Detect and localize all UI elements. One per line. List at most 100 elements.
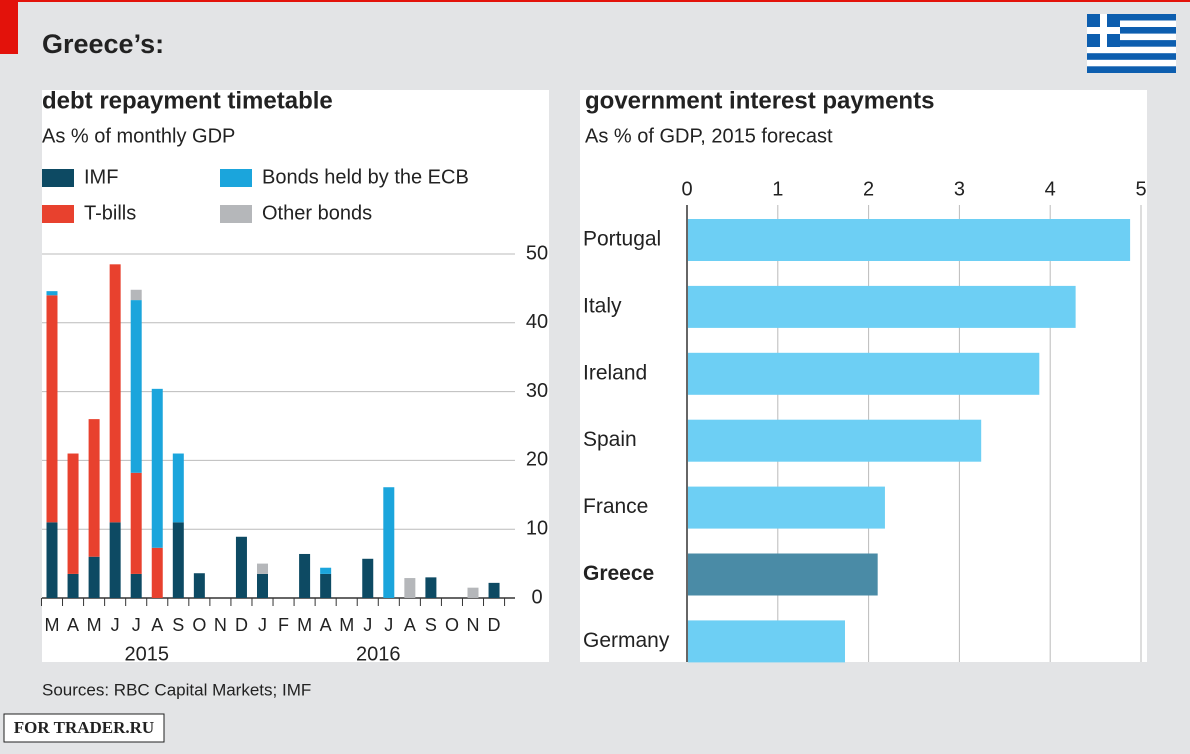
x-tick-label: M — [45, 615, 60, 635]
x-tick-label: 4 — [1045, 178, 1056, 200]
bar — [688, 620, 845, 663]
bar-segment — [151, 388, 163, 548]
bar — [688, 553, 878, 596]
chart-subtitle: As % of GDP, 2015 forecast — [585, 125, 833, 147]
y-tick-label: France — [583, 495, 648, 518]
chart-title: government interest payments — [585, 87, 934, 114]
bar-segment — [130, 289, 142, 301]
bar-segment — [46, 291, 58, 296]
x-tick-label: O — [192, 615, 206, 635]
x-tick-label: S — [425, 615, 437, 635]
bar-segment — [425, 577, 437, 598]
x-tick-label: M — [87, 615, 102, 635]
x-tick-label: A — [404, 615, 416, 635]
x-tick-label: A — [151, 615, 163, 635]
top-rule — [0, 0, 1190, 2]
bar-segment — [151, 547, 163, 598]
legend-swatch — [42, 205, 74, 223]
legend-label: Bonds held by the ECB — [262, 166, 469, 188]
year-label: 2016 — [356, 643, 401, 665]
y-tick-label: 50 — [526, 242, 548, 264]
x-tick-label: 1 — [772, 178, 783, 200]
x-tick-label: J — [258, 615, 267, 635]
bar — [688, 486, 885, 529]
x-tick-label: 3 — [954, 178, 965, 200]
y-tick-label: Portugal — [583, 228, 661, 251]
watermark: FOR TRADER.RU — [14, 718, 154, 737]
bar-segment — [383, 487, 395, 598]
chart-subtitle: As % of monthly GDP — [42, 125, 235, 147]
y-tick-label: Ireland — [583, 361, 647, 384]
y-tick-label: Spain — [583, 428, 637, 451]
x-tick-label: J — [111, 615, 120, 635]
x-tick-label: A — [320, 615, 332, 635]
bar — [688, 285, 1076, 328]
bar-segment — [67, 573, 79, 598]
legend-label: IMF — [84, 166, 118, 188]
x-tick-label: 5 — [1135, 178, 1146, 200]
bar-segment — [46, 295, 58, 523]
bar-segment — [172, 522, 184, 598]
x-tick-label: M — [297, 615, 312, 635]
bar-segment — [488, 582, 500, 598]
bar-segment — [299, 553, 311, 598]
bar-segment — [67, 453, 79, 574]
red-tab — [0, 0, 18, 54]
y-tick-label: Italy — [583, 294, 622, 317]
x-tick-label: D — [235, 615, 248, 635]
bar — [688, 419, 982, 462]
bar-segment — [235, 536, 247, 598]
bar-segment — [257, 563, 268, 574]
bar-segment — [172, 453, 184, 523]
x-tick-label: A — [67, 615, 79, 635]
bar — [688, 352, 1040, 395]
year-label: 2015 — [124, 643, 169, 665]
x-tick-label: N — [467, 615, 480, 635]
x-tick-label: J — [384, 615, 393, 635]
greek-flag — [1087, 14, 1176, 73]
bar-segment — [193, 573, 205, 598]
bar-segment — [467, 587, 479, 598]
bar-segment — [130, 300, 142, 473]
y-tick-label: 30 — [526, 380, 548, 402]
bar — [688, 219, 1131, 261]
y-tick-label: 10 — [526, 517, 548, 539]
bar-segment — [109, 264, 121, 523]
x-tick-label: F — [278, 615, 289, 635]
x-tick-label: J — [363, 615, 372, 635]
x-tick-label: D — [488, 615, 501, 635]
y-tick-label: Germany — [583, 629, 670, 652]
y-tick-label: 40 — [526, 311, 548, 333]
bar-segment — [362, 558, 374, 598]
bar-segment — [320, 567, 332, 574]
bar-segment — [257, 573, 268, 598]
x-tick-label: 0 — [681, 178, 692, 200]
x-tick-label: S — [172, 615, 184, 635]
legend-swatch — [220, 205, 252, 223]
chart-title: debt repayment timetable — [42, 87, 333, 114]
bar-segment — [130, 573, 142, 598]
page-title: Greece’s: — [42, 29, 164, 59]
bar-segment — [46, 522, 58, 598]
bar-segment — [404, 578, 416, 598]
x-tick-label: M — [339, 615, 354, 635]
bar-segment — [109, 522, 121, 598]
x-tick-label: O — [445, 615, 459, 635]
legend-swatch — [42, 169, 74, 187]
watermark-box — [3, 713, 165, 743]
x-tick-label: J — [132, 615, 141, 635]
x-tick-label: 2 — [863, 178, 874, 200]
bar-segment — [88, 556, 100, 598]
left-panel — [42, 90, 549, 662]
legend-label: Other bonds — [262, 202, 372, 224]
source: Sources: RBC Capital Markets; IMF — [42, 680, 311, 699]
legend-label: T-bills — [84, 202, 136, 224]
y-tick-label: 20 — [526, 449, 548, 471]
y-tick-label: Greece — [583, 562, 654, 585]
y-tick-label: 0 — [531, 586, 542, 608]
x-tick-label: N — [214, 615, 227, 635]
legend-swatch — [220, 169, 252, 187]
bar-segment — [88, 419, 100, 557]
